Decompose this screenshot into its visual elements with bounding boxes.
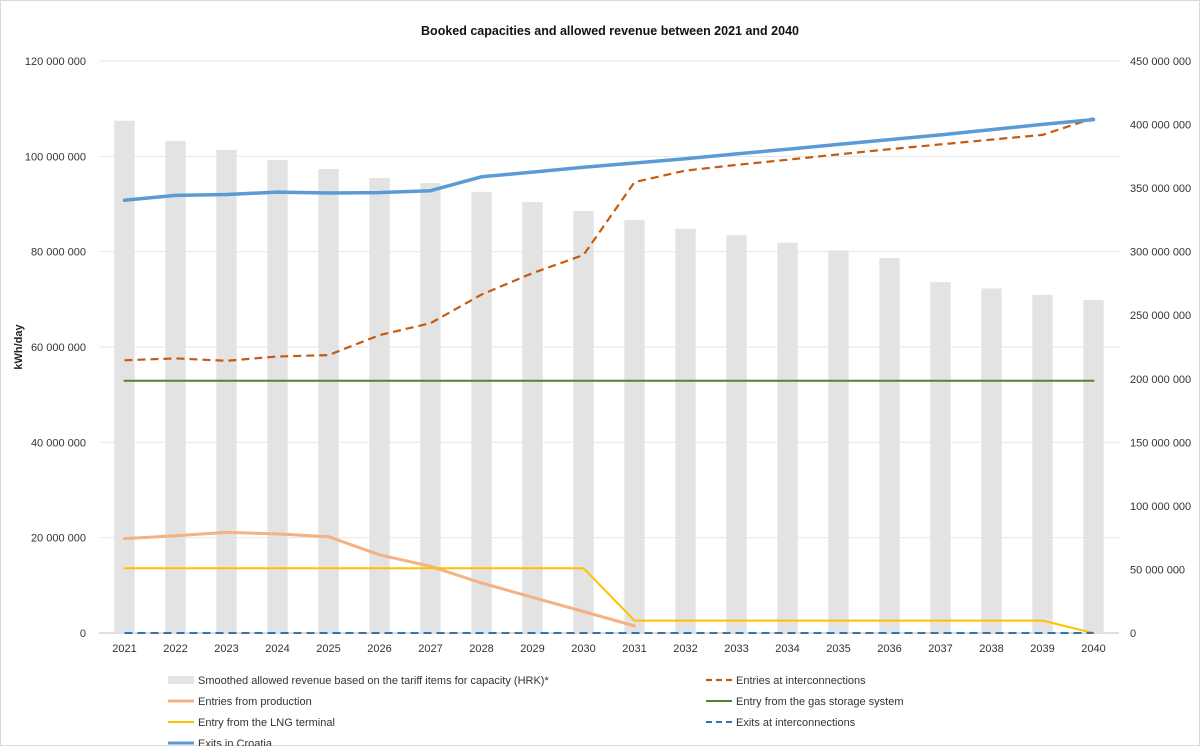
y-tick-label: 80 000 000: [31, 247, 86, 259]
revenue-bar: [726, 235, 747, 634]
y2-tick-label: 300 000 000: [1130, 247, 1191, 259]
x-tick-label: 2035: [826, 643, 850, 655]
x-tick-label: 2038: [979, 643, 1003, 655]
y2-tick-label: 200 000 000: [1130, 374, 1191, 386]
revenue-bar: [930, 282, 951, 633]
revenue-bar: [573, 210, 594, 634]
x-tick-label: 2034: [775, 643, 799, 655]
y2-tick-label: 250 000 000: [1130, 310, 1191, 322]
x-tick-label: 2040: [1081, 643, 1105, 655]
revenue-bar: [522, 202, 543, 634]
revenue-bar: [1083, 299, 1104, 633]
legend-label: Smoothed allowed revenue based on the ta…: [198, 675, 549, 687]
legend-label: Entry from the gas storage system: [736, 696, 904, 708]
y2-tick-label: 0: [1130, 628, 1136, 640]
capacity-lines: [122, 117, 1096, 634]
legend: Smoothed allowed revenue based on the ta…: [168, 675, 904, 746]
revenue-bar: [675, 228, 696, 633]
x-tick-label: 2022: [163, 643, 187, 655]
revenue-bars: [114, 120, 1104, 634]
entries-from-production-line: [123, 530, 636, 628]
y-axis-left: 0 20 000 000 40 000 000 60 000 000 80 000 00…: [25, 56, 86, 640]
y-axis-right: 0 50 000 000 100 000 000 150 000 000 200 000…: [1130, 56, 1191, 640]
y-tick-label: 60 000 000: [31, 342, 86, 354]
legend-label: Entries from production: [198, 696, 312, 708]
y2-tick-label: 100 000 000: [1130, 501, 1191, 513]
chart-title: Booked capacities and allowed revenue be…: [421, 24, 799, 38]
x-tick-label: 2030: [571, 643, 595, 655]
revenue-bar: [828, 250, 849, 633]
legend-label: Exits at interconnections: [736, 717, 856, 729]
revenue-bar: [165, 141, 186, 633]
x-tick-label: 2037: [928, 643, 952, 655]
y-tick-label: 40 000 000: [31, 437, 86, 449]
legend-label: Entry from the LNG terminal: [198, 717, 335, 729]
y-axis-label: kWh/day: [13, 324, 25, 370]
x-tick-label: 2025: [316, 643, 340, 655]
revenue-bar: [216, 149, 237, 633]
revenue-bar: [318, 169, 339, 634]
y-tick-label: 20 000 000: [31, 533, 86, 545]
y2-tick-label: 50 000 000: [1130, 564, 1185, 576]
y-tick-label: 0: [80, 628, 86, 640]
x-tick-label: 2021: [112, 643, 136, 655]
x-tick-label: 2027: [418, 643, 442, 655]
entries-at-interconnections-line: [124, 117, 1094, 362]
revenue-bar: [420, 183, 441, 633]
legend-label: Entries at interconnections: [736, 675, 866, 687]
x-tick-label: 2033: [724, 643, 748, 655]
exits-in-croatia-line: [122, 117, 1096, 202]
revenue-bar: [471, 191, 492, 633]
y2-tick-label: 150 000 000: [1130, 437, 1191, 449]
legend-label: Exits in Croatia: [198, 738, 273, 746]
revenue-bar: [114, 120, 135, 633]
x-tick-label: 2031: [622, 643, 646, 655]
x-tick-label: 2028: [469, 643, 493, 655]
x-tick-label: 2023: [214, 643, 238, 655]
x-tick-label: 2036: [877, 643, 901, 655]
y-tick-label: 100 000 000: [25, 151, 86, 163]
x-tick-label: 2024: [265, 643, 289, 655]
y2-tick-label: 350 000 000: [1130, 183, 1191, 195]
entry-from-the-lng-terminal-line: [123, 567, 1095, 634]
y2-tick-label: 450 000 000: [1130, 56, 1191, 68]
y2-tick-label: 400 000 000: [1130, 120, 1191, 132]
revenue-bar: [369, 177, 390, 634]
x-tick-label: 2032: [673, 643, 697, 655]
revenue-bar: [981, 288, 1002, 633]
x-tick-label: 2026: [367, 643, 391, 655]
x-tick-label: 2039: [1030, 643, 1054, 655]
y-tick-label: 120 000 000: [25, 56, 86, 68]
revenue-bar: [267, 160, 288, 633]
revenue-bar: [777, 242, 798, 633]
x-tick-label: 2029: [520, 643, 544, 655]
legend-swatch-bar: [168, 676, 194, 684]
revenue-bar: [1032, 294, 1053, 633]
x-axis: 2021 2022 2023 2024 2025 2026 2027 2028 2029 2030…: [112, 643, 1105, 655]
revenue-bar: [624, 219, 645, 633]
revenue-bar: [879, 258, 900, 633]
